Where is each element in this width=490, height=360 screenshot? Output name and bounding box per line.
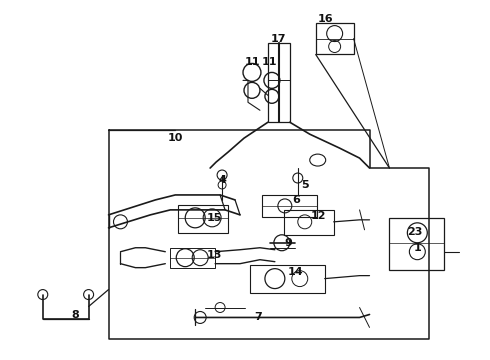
Bar: [390, 218, 444, 270]
Text: 11: 11: [262, 58, 278, 67]
Text: 9: 9: [284, 238, 292, 248]
Text: 13: 13: [206, 250, 222, 260]
Bar: [284, 210, 334, 235]
Text: 5: 5: [301, 180, 309, 190]
Text: 17: 17: [271, 33, 287, 44]
Text: 11: 11: [244, 58, 260, 67]
Text: 14: 14: [288, 267, 304, 276]
Bar: [250, 265, 325, 293]
Text: 16: 16: [318, 14, 334, 24]
Text: 6: 6: [292, 195, 300, 205]
Text: 15: 15: [206, 213, 222, 223]
Text: 12: 12: [311, 211, 326, 221]
Text: 10: 10: [168, 133, 183, 143]
Bar: [262, 195, 317, 217]
Text: 1: 1: [414, 243, 421, 253]
Text: 23: 23: [407, 227, 422, 237]
Bar: [178, 205, 228, 233]
Bar: [171, 248, 215, 268]
Bar: [316, 23, 354, 54]
Text: 7: 7: [254, 312, 262, 323]
Text: 8: 8: [72, 310, 79, 320]
Bar: [268, 42, 290, 122]
Text: 4: 4: [218, 175, 226, 185]
